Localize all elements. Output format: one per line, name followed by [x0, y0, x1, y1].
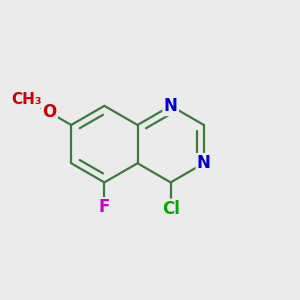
Text: F: F — [99, 198, 110, 216]
Text: O: O — [42, 103, 57, 122]
Text: N: N — [197, 154, 211, 172]
Text: N: N — [164, 97, 178, 115]
Text: CH₃: CH₃ — [11, 92, 42, 107]
Text: Cl: Cl — [162, 200, 180, 218]
